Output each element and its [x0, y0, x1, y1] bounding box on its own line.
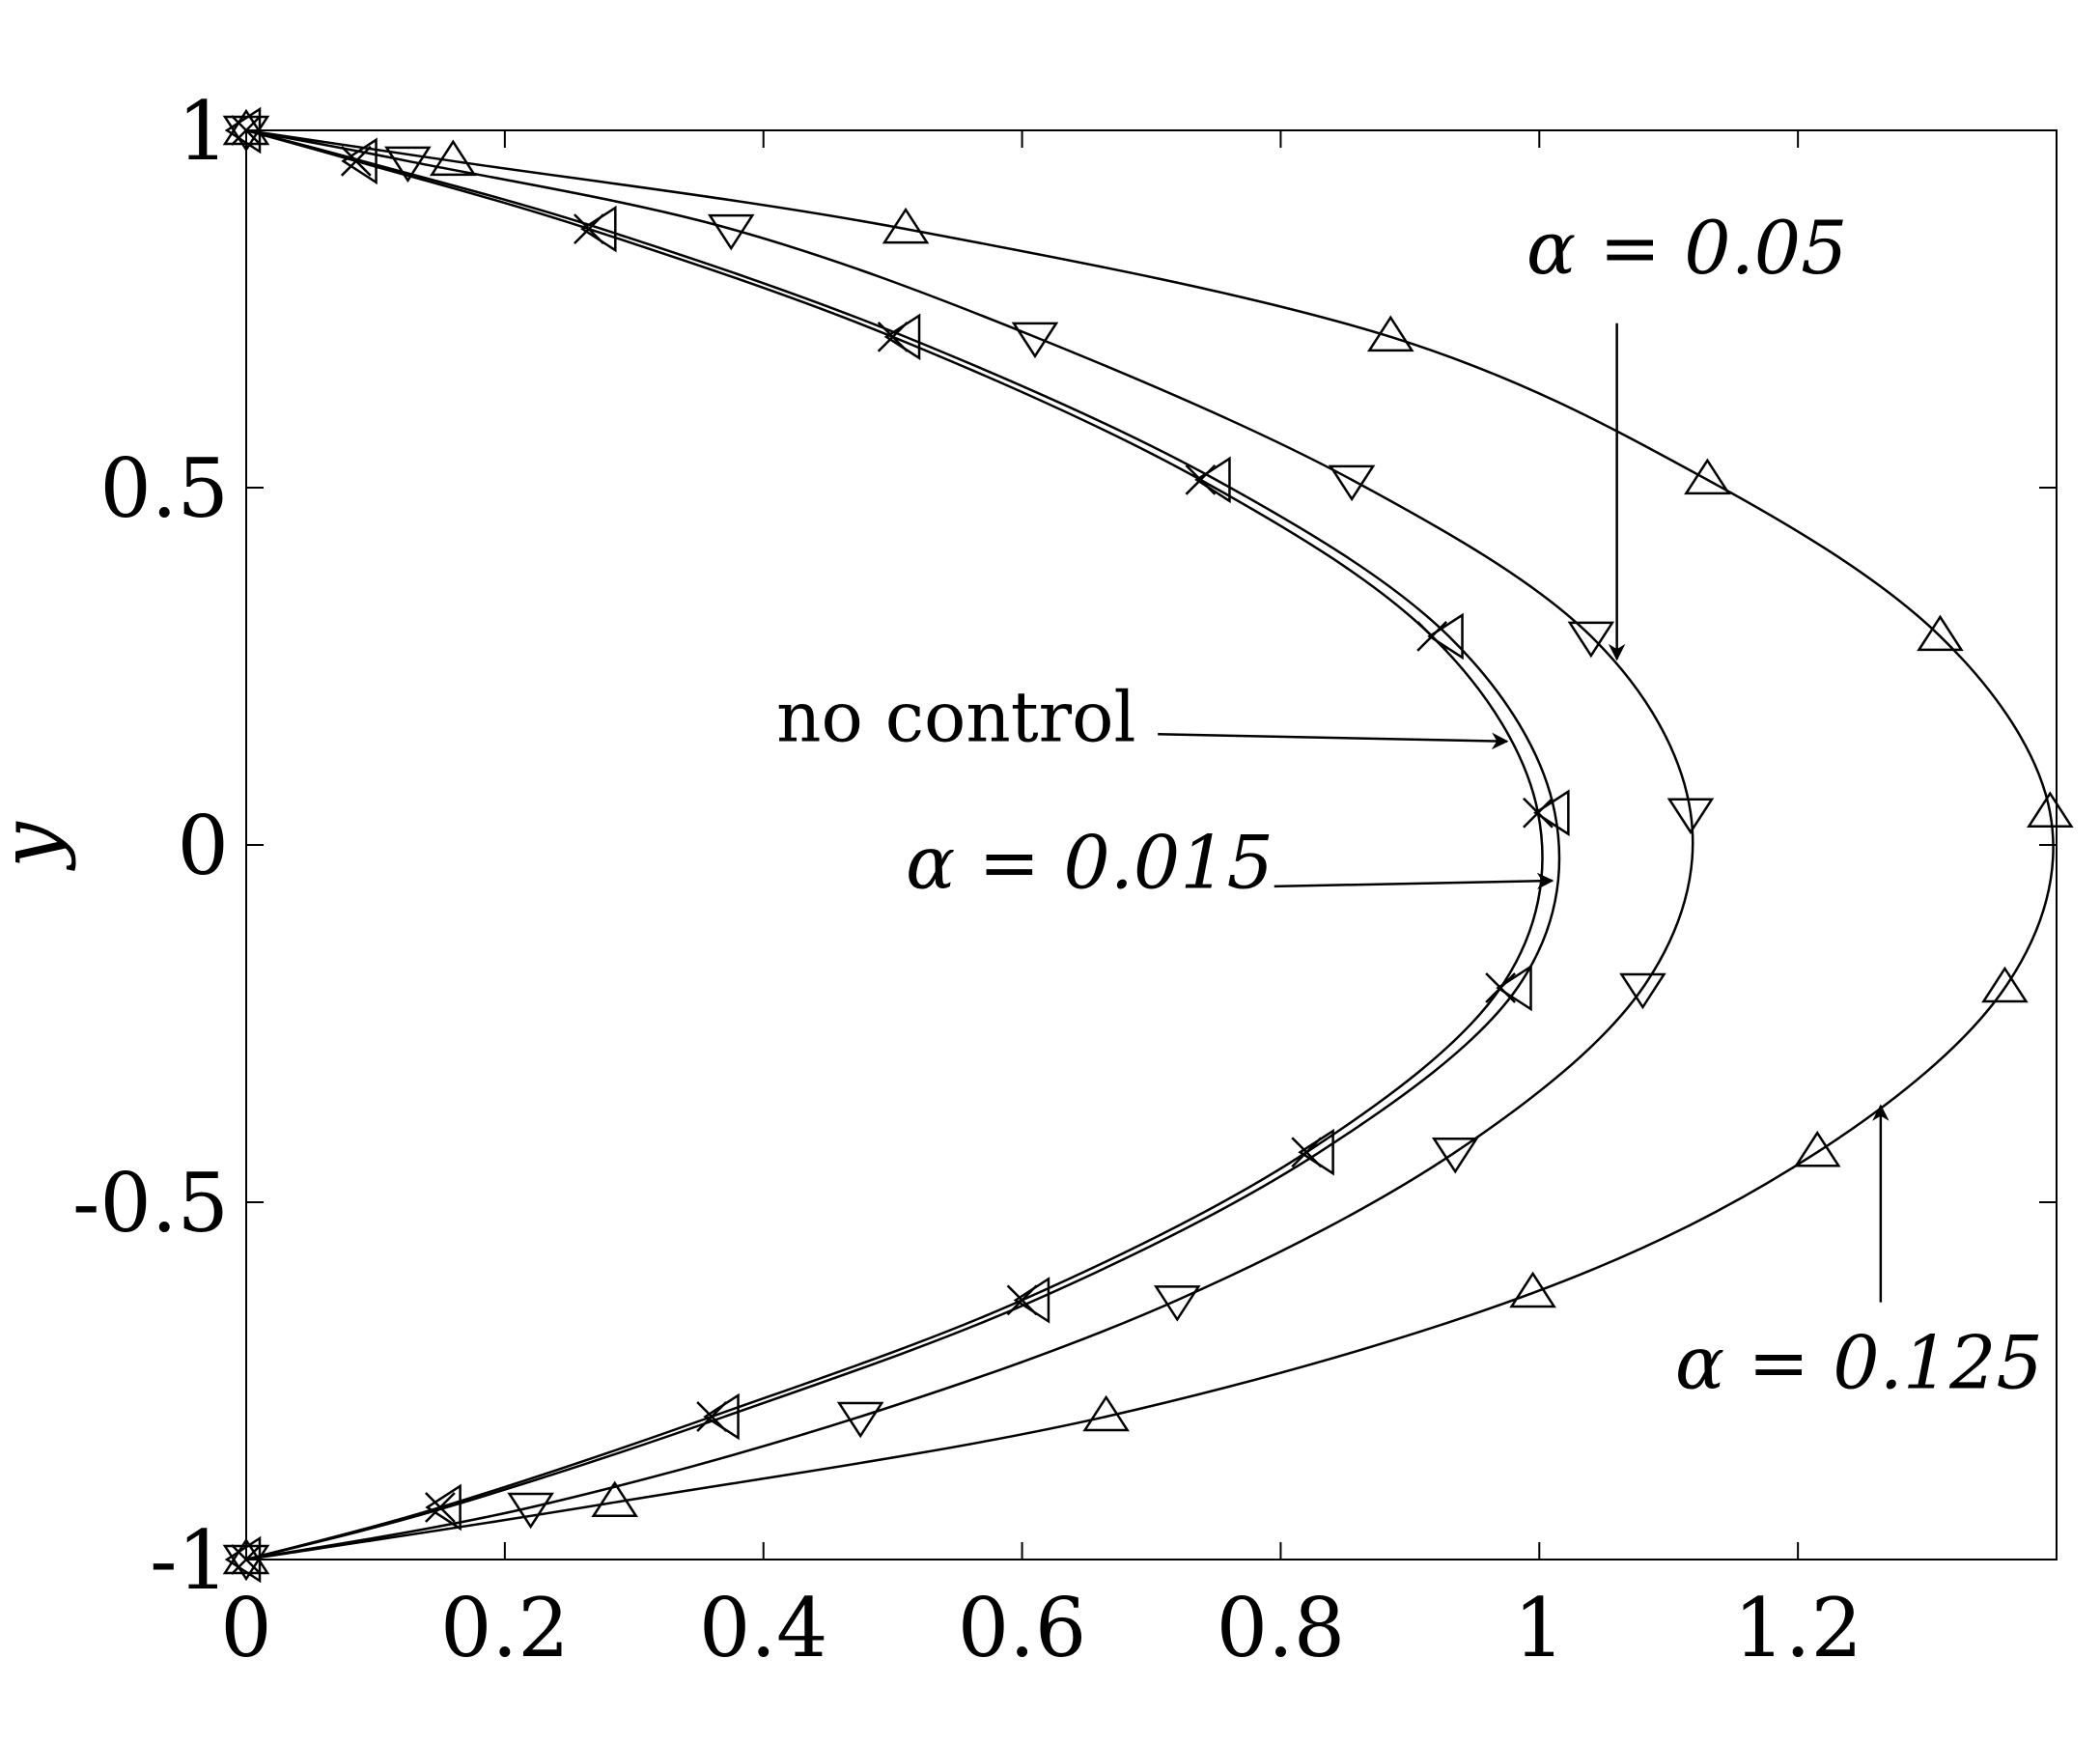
marker-triangle-up — [1509, 1271, 1556, 1308]
marker-triangle-up — [1366, 315, 1414, 352]
marker-triangle-down — [507, 1492, 554, 1530]
x-tick-label: 1.2 — [1733, 1581, 1862, 1675]
annotation-label: α = 0.05 — [1526, 205, 1848, 291]
marker-triangle-up — [222, 108, 270, 146]
axis-ticks — [245, 129, 2057, 1560]
series-line-triangle-up — [245, 128, 2055, 1561]
marker-triangle-down — [222, 115, 270, 153]
series-line-triangle-down — [245, 128, 1694, 1561]
marker-x — [231, 115, 262, 146]
marker-triangle-down — [836, 1401, 884, 1439]
marker-triangle-left — [341, 137, 378, 185]
marker-triangle-left — [1013, 1277, 1050, 1324]
marker-triangle-down — [707, 213, 755, 251]
marker-x — [340, 145, 372, 177]
annotation-label: no control — [776, 677, 1135, 758]
y-tick-label: 0 — [178, 799, 229, 893]
annotations: no control α = 0.015 α = 0.05 α = 0.125 — [776, 205, 2043, 1405]
annotation-label: α = 0.125 — [1675, 1319, 2043, 1405]
x-tick-labels: 0 0.2 0.4 0.6 0.8 1 1.2 — [220, 1581, 1862, 1675]
marker-triangle-up — [429, 139, 477, 177]
y-tick-label: -1 — [150, 1513, 229, 1608]
annotation-arrow — [1274, 872, 1554, 890]
marker-triangle-up — [1793, 1130, 1841, 1167]
marker-triangle-down — [222, 1544, 270, 1582]
marker-triangle-down — [1666, 798, 1715, 835]
marker-triangle-down — [1011, 322, 1059, 359]
marker-triangle-left — [580, 205, 617, 253]
marker-x — [1416, 621, 1448, 652]
x-tick-label: 1 — [1514, 1581, 1565, 1675]
marker-triangle-down — [1153, 1285, 1201, 1322]
y-tick-label: 1 — [178, 84, 229, 179]
y-tick-label: 0.5 — [99, 441, 229, 536]
marker-triangle-up — [2027, 791, 2074, 828]
y-tick-labels: -1 -0.5 0 0.5 1 — [72, 84, 229, 1608]
annotation-label: α = 0.015 — [906, 819, 1274, 905]
marker-triangle-down — [1431, 1137, 1479, 1174]
x-tick-label: 0.2 — [440, 1581, 570, 1675]
series-lines — [245, 128, 2055, 1561]
marker-x — [425, 1492, 456, 1523]
annotation-arrow — [1158, 732, 1509, 750]
x-tick-label: 0 — [220, 1581, 271, 1675]
series-line-triangle-left — [245, 128, 1561, 1561]
series-line-x — [245, 128, 1544, 1561]
marker-triangle-left — [703, 1392, 740, 1441]
marker-triangle-down — [1328, 464, 1376, 502]
marker-x — [1485, 972, 1516, 1003]
marker-triangle-left — [883, 313, 921, 361]
marker-triangle-down — [1619, 972, 1666, 1010]
marker-triangle-left — [1298, 1128, 1334, 1176]
marker-triangle-left — [1427, 612, 1464, 661]
x-tick-label: 0.4 — [699, 1581, 828, 1675]
x-tick-label: 0.6 — [958, 1581, 1087, 1675]
marker-triangle-left — [425, 1483, 462, 1532]
marker-triangle-down — [384, 146, 432, 183]
marker-triangle-up — [882, 207, 930, 244]
marker-x — [231, 1544, 262, 1575]
marker-triangle-up — [1917, 614, 1964, 652]
marker-triangle-up — [1981, 966, 2029, 1003]
series-markers — [222, 106, 2074, 1584]
y-axis-label: y — [0, 821, 77, 872]
x-tick-label: 0.8 — [1217, 1581, 1346, 1675]
marker-triangle-up — [222, 1537, 270, 1575]
marker-triangle-down — [1567, 621, 1615, 659]
marker-triangle-up — [591, 1480, 638, 1518]
marker-x — [1523, 797, 1554, 829]
y-tick-label: -0.5 — [72, 1156, 229, 1251]
marker-triangle-up — [1684, 458, 1731, 495]
marker-triangle-up — [1082, 1394, 1130, 1432]
marker-triangle-left — [1496, 964, 1532, 1012]
marker-triangle-left — [1194, 456, 1231, 504]
marker-triangle-left — [1533, 789, 1570, 836]
